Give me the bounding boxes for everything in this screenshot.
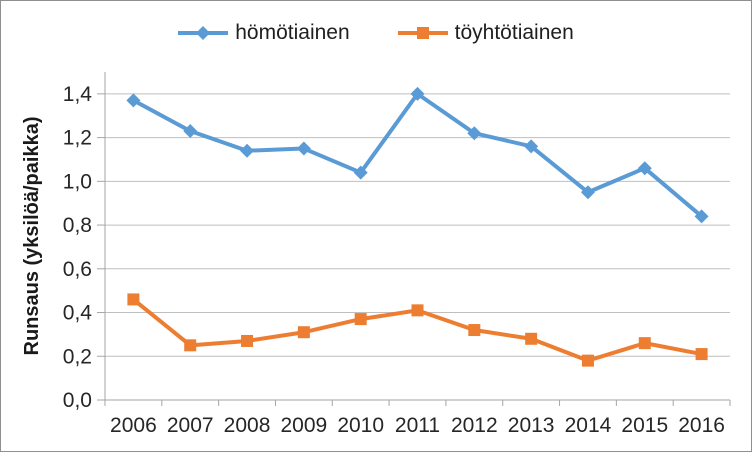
data-point-hömötiainen[interactable] [524, 139, 539, 154]
data-point-töyhtötiainen[interactable] [525, 332, 538, 345]
x-tick-label: 2015 [621, 414, 668, 437]
x-tick-label: 2007 [167, 414, 214, 437]
x-tick-label: 2016 [678, 414, 725, 437]
data-point-töyhtötiainen[interactable] [468, 324, 481, 337]
legend-label-homotiainen: hömötiainen [235, 21, 350, 44]
y-tick-label: 0,4 [63, 302, 93, 325]
data-point-hömötiainen[interactable] [183, 124, 198, 139]
x-tick-label: 2010 [337, 414, 384, 437]
x-tick-label: 2014 [565, 414, 612, 437]
y-tick-label: 0,6 [63, 258, 92, 281]
x-tick-label: 2006 [110, 414, 157, 437]
data-point-töyhtötiainen[interactable] [638, 337, 651, 350]
data-point-hömötiainen[interactable] [467, 126, 482, 141]
series-line-hömötiainen[interactable] [132, 91, 703, 218]
x-tick-label: 2012 [451, 414, 498, 437]
line-square-swatch-icon [397, 26, 448, 39]
y-tick-label: 1,4 [63, 83, 93, 106]
y-tick-label: 0,0 [63, 389, 92, 412]
y-tick-label: 1,2 [63, 127, 92, 150]
y-tick-label: 1,0 [63, 170, 92, 193]
data-point-hömötiainen[interactable] [126, 93, 141, 108]
data-point-töyhtötiainen[interactable] [581, 354, 594, 367]
x-tick-label: 2008 [224, 414, 271, 437]
data-point-hömötiainen[interactable] [694, 209, 709, 224]
y-tick-label: 0,2 [63, 345, 92, 368]
legend-item-toyhtotiainen[interactable]: töyhtötiainen [397, 21, 574, 44]
x-tick-label: 2011 [395, 414, 440, 437]
data-point-töyhtötiainen[interactable] [241, 334, 254, 347]
chart-legend: hömötiainen töyhtötiainen [1, 22, 751, 43]
legend-item-homotiainen[interactable]: hömötiainen [178, 21, 350, 44]
data-point-hömötiainen[interactable] [637, 161, 652, 176]
y-tick-label: 0,8 [63, 214, 92, 237]
legend-label-toyhtotiainen: töyhtötiainen [454, 21, 574, 44]
line-diamond-swatch-icon [178, 25, 229, 40]
data-point-töyhtötiainen[interactable] [184, 339, 197, 352]
data-point-töyhtötiainen[interactable] [411, 304, 424, 317]
data-point-hömötiainen[interactable] [240, 143, 255, 158]
data-point-hömötiainen[interactable] [410, 86, 425, 101]
x-tick-label: 2013 [508, 414, 555, 437]
data-point-hömötiainen[interactable] [296, 141, 311, 156]
data-point-töyhtötiainen[interactable] [354, 313, 367, 326]
data-point-hömötiainen[interactable] [353, 165, 368, 180]
data-point-töyhtötiainen[interactable] [127, 293, 140, 306]
data-point-töyhtötiainen[interactable] [297, 326, 310, 339]
data-point-töyhtötiainen[interactable] [695, 348, 708, 361]
data-point-hömötiainen[interactable] [580, 185, 595, 200]
x-tick-label: 2009 [281, 414, 328, 437]
